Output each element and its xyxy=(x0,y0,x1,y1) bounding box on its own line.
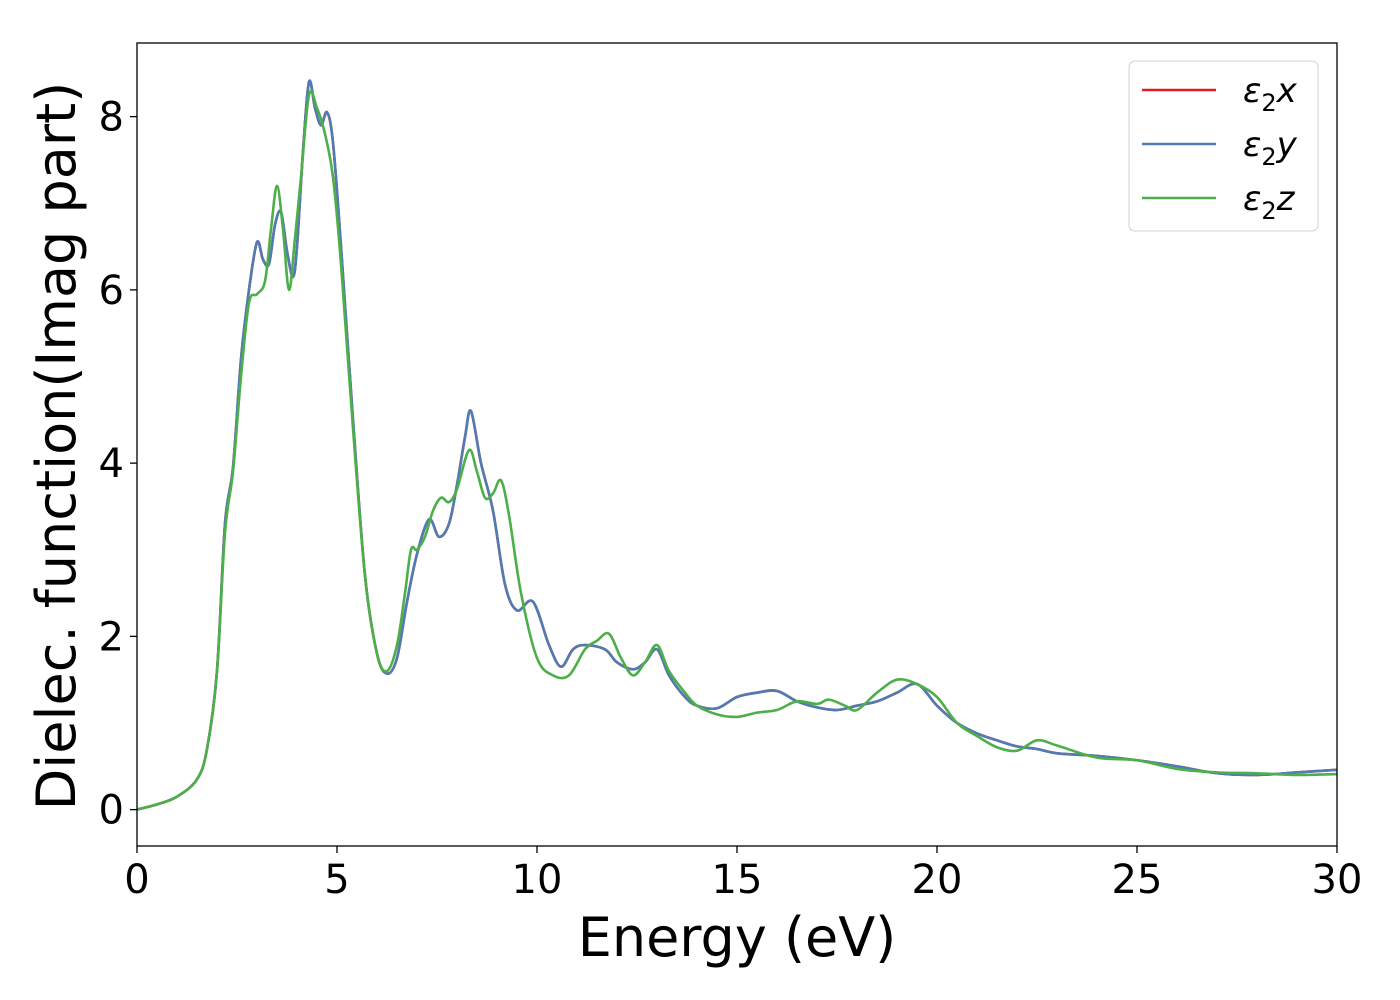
series-line-y xyxy=(137,79,1337,811)
x-tick-label: 0 xyxy=(124,857,149,903)
y-axis: 0 2 4 6 8 xyxy=(99,95,137,834)
legend-frame xyxy=(1128,60,1319,232)
y-tick-label: 4 xyxy=(99,441,124,487)
x-tick-label: 15 xyxy=(712,857,763,903)
x-tick-label: 5 xyxy=(324,857,349,903)
legend-label-y: ε2y xyxy=(1243,125,1298,171)
y-tick-label: 0 xyxy=(99,788,124,834)
legend-label-x: ε2x xyxy=(1243,71,1298,117)
x-tick-label: 20 xyxy=(912,857,963,903)
x-tick-label: 10 xyxy=(512,857,563,903)
legend: ε2x ε2y ε2z xyxy=(1128,60,1319,232)
x-axis-title: Energy (eV) xyxy=(578,906,897,969)
series-line-z xyxy=(137,89,1337,811)
y-axis-title: Dielec. function(Imag part) xyxy=(25,82,88,811)
x-tick-label: 25 xyxy=(1112,857,1163,903)
series-lines xyxy=(137,79,1337,811)
y-tick-label: 6 xyxy=(99,268,124,314)
x-tick-label: 30 xyxy=(1312,857,1363,903)
y-tick-label: 2 xyxy=(99,614,124,660)
y-tick-label: 8 xyxy=(99,95,124,141)
legend-label-z: ε2z xyxy=(1243,179,1296,225)
x-axis: 0 5 10 15 20 25 30 xyxy=(124,846,1362,903)
